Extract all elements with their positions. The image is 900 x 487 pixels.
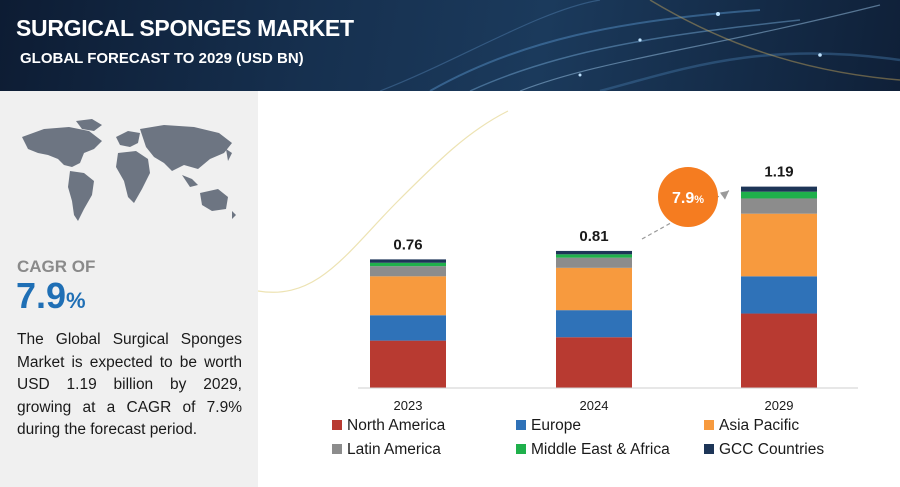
- bars-layer: [370, 186, 817, 388]
- market-description: The Global Surgical Sponges Market is ex…: [17, 331, 242, 438]
- growth-arrow-head: [720, 190, 729, 200]
- page-title: SURGICAL SPONGES MARKET: [16, 15, 354, 41]
- cagr-badge-label: 7.9%: [672, 190, 704, 207]
- bar-segment-2029-4: [741, 191, 817, 199]
- decorative-fiber-lines: [379, 0, 900, 91]
- legend-label-1: Europe: [531, 417, 581, 434]
- x-tick-label-2023: 2023: [394, 398, 423, 413]
- total-labels: 0.76 0.81 1.19: [393, 164, 793, 254]
- legend-swatch-5: [704, 444, 714, 454]
- bar-segment-2024-3: [556, 257, 632, 268]
- bar-segment-2023-1: [370, 315, 446, 341]
- bar-segment-2029-0: [741, 313, 817, 388]
- bar-segment-2023-2: [370, 276, 446, 316]
- legend-label-5: GCC Countries: [719, 441, 824, 458]
- x-tick-label-2029: 2029: [765, 398, 794, 413]
- chart-legend: North America Europe Asia Pacific Latin Ame…: [332, 417, 824, 458]
- cagr-unit: %: [66, 288, 86, 313]
- header-banner: SURGICAL SPONGES MARKET GLOBAL FORECAST …: [0, 0, 900, 91]
- decorative-curve: [258, 110, 509, 293]
- total-label-2023: 0.76: [393, 236, 422, 253]
- bar-segment-2024-4: [556, 254, 632, 258]
- bar-segment-2029-5: [741, 186, 817, 192]
- world-map-icon: [22, 119, 236, 221]
- bar-segment-2023-0: [370, 340, 446, 388]
- total-label-2029: 1.19: [764, 164, 793, 181]
- bar-segment-2029-1: [741, 276, 817, 314]
- bar-segment-2023-3: [370, 266, 446, 277]
- bar-segment-2029-2: [741, 213, 817, 277]
- bar-segment-2024-0: [556, 337, 632, 388]
- x-axis-ticks: 2023 2024 2029: [394, 398, 794, 413]
- legend-label-2: Asia Pacific: [719, 417, 799, 434]
- legend-label-3: Latin America: [347, 441, 441, 458]
- cagr-label: CAGR OF: [17, 257, 96, 276]
- total-label-2024: 0.81: [579, 228, 608, 245]
- cagr-number: 7.9: [16, 275, 67, 316]
- legend-swatch-1: [516, 420, 526, 430]
- cagr-annotation: 7.9%: [641, 167, 730, 240]
- cagr-value: 7.9%: [16, 275, 86, 317]
- bar-segment-2024-5: [556, 250, 632, 255]
- legend-swatch-2: [704, 420, 714, 430]
- x-tick-label-2024: 2024: [580, 398, 609, 413]
- summary-panel: CAGR OF 7.9% The Global Surgical Sponges…: [0, 91, 258, 487]
- cagr-badge: [658, 167, 718, 227]
- legend-swatch-0: [332, 420, 342, 430]
- legend-swatch-4: [516, 444, 526, 454]
- page-subtitle: GLOBAL FORECAST TO 2029 (USD BN): [20, 50, 304, 67]
- legend-swatch-3: [332, 444, 342, 454]
- bar-segment-2029-3: [741, 198, 817, 214]
- legend-label-4: Middle East & Africa: [531, 441, 670, 458]
- bar-segment-2023-5: [370, 259, 446, 263]
- legend-label-0: North America: [347, 417, 446, 434]
- bar-segment-2024-2: [556, 267, 632, 311]
- stacked-bar-chart: 2023 2024 2029 0.76 0.81 1.19 7.9% North Ame…: [258, 110, 858, 458]
- bar-segment-2023-4: [370, 262, 446, 267]
- bar-segment-2024-1: [556, 310, 632, 338]
